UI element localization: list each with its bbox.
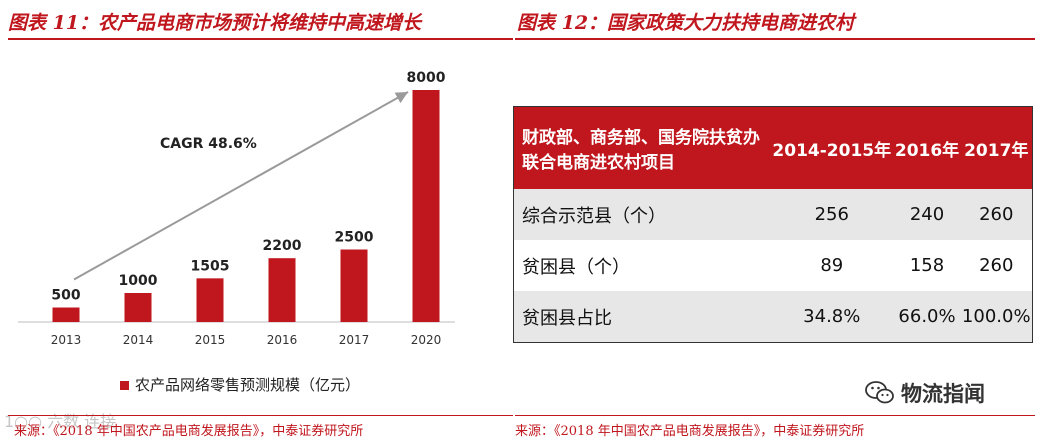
table-cell: 260	[979, 255, 1014, 276]
figure-12-source: 来源：《2018 年中国农产品电商发展报告》，中泰证券研究所	[515, 424, 865, 439]
legend-label: 农产品网络零售预测规模（亿元）	[135, 376, 361, 394]
table-header-cell: 2014-2015年	[772, 140, 892, 161]
footer-rule	[515, 415, 1035, 416]
watermark: 1○○ 六数 连接	[4, 412, 117, 431]
table-row: 综合示范县（个） 256 240 260	[513, 189, 1033, 240]
bar	[52, 307, 80, 322]
table-cell: 240	[893, 189, 961, 240]
x-tick-label: 2013	[51, 333, 82, 347]
table-cell: 158	[909, 255, 945, 276]
table-header-row: 财政部、商务部、国务院扶贫办联合电商进农村项目 2014-2015年 2016年…	[513, 106, 1033, 189]
wechat-account-name: 物流指闻	[901, 382, 985, 406]
footer-rule	[8, 415, 513, 416]
wechat-icon	[865, 380, 895, 411]
x-tick-label: 2020	[411, 333, 442, 347]
table-cell: 89	[820, 255, 844, 276]
data-label: 1505	[191, 258, 230, 274]
table-header-cell: 财政部、商务部、国务院扶贫办联合电商进农村项目	[522, 128, 760, 173]
legend-swatch	[120, 381, 129, 390]
table-cell: 34.8%	[770, 291, 894, 343]
table-cell: 100.0%	[960, 291, 1033, 343]
left-panel: 图表 11：农产品电商市场预计将维持中高速增长 500 2013 1000 2014 1…	[0, 0, 520, 442]
policy-table: 财政部、商务部、国务院扶贫办联合电商进农村项目 2014-2015年 2016年…	[513, 106, 1033, 343]
table-cell: 260	[960, 189, 1033, 240]
table-cell: 256	[770, 189, 894, 240]
bar	[124, 293, 152, 322]
title-rule	[515, 38, 1035, 40]
chart-legend: 农产品网络零售预测规模（亿元）	[120, 374, 360, 395]
bar-chart: 500 2013 1000 2014 1505 2015 2200 2016 2500 2017 8…	[18, 70, 455, 347]
bar	[268, 258, 296, 322]
table-header-cell: 2017年	[964, 140, 1029, 161]
table-row: 贫困县（个） 89 158 260	[514, 240, 1033, 291]
table-cell: 贫困县（个）	[522, 256, 630, 278]
figure-11-title: 图表 11：农产品电商市场预计将维持中高速增长	[8, 12, 422, 34]
wechat-badge: 物流指闻	[865, 378, 985, 411]
data-label: 1000	[119, 273, 158, 289]
cagr-arrow-line	[73, 91, 409, 281]
figure-11-source: 来源：《2018 年中国农产品电商发展报告》，中泰证券研究所	[14, 424, 364, 439]
data-label: 2200	[263, 238, 302, 254]
bar	[340, 249, 368, 322]
table-cell: 综合示范县（个）	[513, 189, 770, 240]
table-cell: 贫困县占比	[513, 291, 770, 343]
data-label: 8000	[407, 70, 446, 86]
right-panel: 图表 12：国家政策大力扶持电商进农村 财政部、商务部、国务院扶贫办联合电商进农…	[513, 0, 1055, 442]
data-label: 500	[51, 288, 80, 304]
bar	[196, 278, 224, 322]
x-tick-label: 2017	[339, 333, 370, 347]
cagr-arrow-head	[394, 92, 408, 104]
bar	[412, 90, 440, 322]
x-tick-label: 2016	[267, 333, 298, 347]
x-tick-label: 2015	[195, 333, 226, 347]
table-row: 贫困县占比 34.8% 66.0% 100.0%	[513, 291, 1033, 343]
figure-12-title: 图表 12：国家政策大力扶持电商进农村	[517, 12, 855, 34]
x-tick-label: 2014	[123, 333, 154, 347]
title-rule	[8, 38, 513, 40]
table-cell: 66.0%	[893, 291, 961, 343]
cagr-annotation: CAGR 48.6%	[160, 136, 257, 152]
table-header-cell: 2016年	[894, 140, 960, 161]
data-label: 2500	[335, 230, 374, 246]
